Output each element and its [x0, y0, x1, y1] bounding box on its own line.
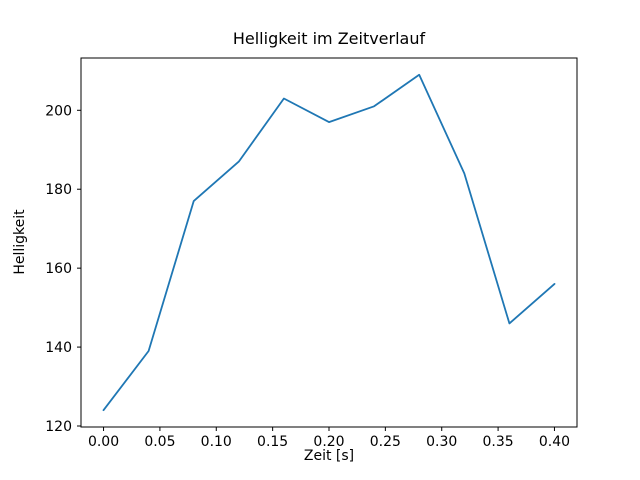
- x-tick-label: 0.35: [483, 434, 514, 450]
- axes-frame: [80, 57, 578, 428]
- x-tick-label: 0.20: [313, 434, 344, 450]
- y-tick-label: 120: [45, 419, 72, 435]
- x-tick-label: 0.25: [370, 434, 401, 450]
- y-axis-label: Helligkeit: [12, 209, 28, 275]
- chart-title: Helligkeit im Zeitverlauf: [232, 29, 426, 48]
- x-tick-label: 0.15: [257, 434, 288, 450]
- x-tick-label: 0.10: [201, 434, 232, 450]
- y-tick-label: 140: [45, 340, 72, 356]
- x-tick-label: 0.05: [144, 434, 175, 450]
- y-tick-label: 180: [45, 182, 72, 198]
- plot-area: [81, 58, 577, 427]
- y-tick-label: 200: [45, 103, 72, 119]
- x-axis-label: Zeit [s]: [303, 448, 355, 464]
- x-tick-label: 0.40: [539, 434, 570, 450]
- x-tick-label: 0.30: [426, 434, 457, 450]
- y-tick-label: 160: [45, 261, 72, 277]
- x-tick-label: 0.00: [88, 434, 119, 450]
- data-line-series: [102, 73, 556, 412]
